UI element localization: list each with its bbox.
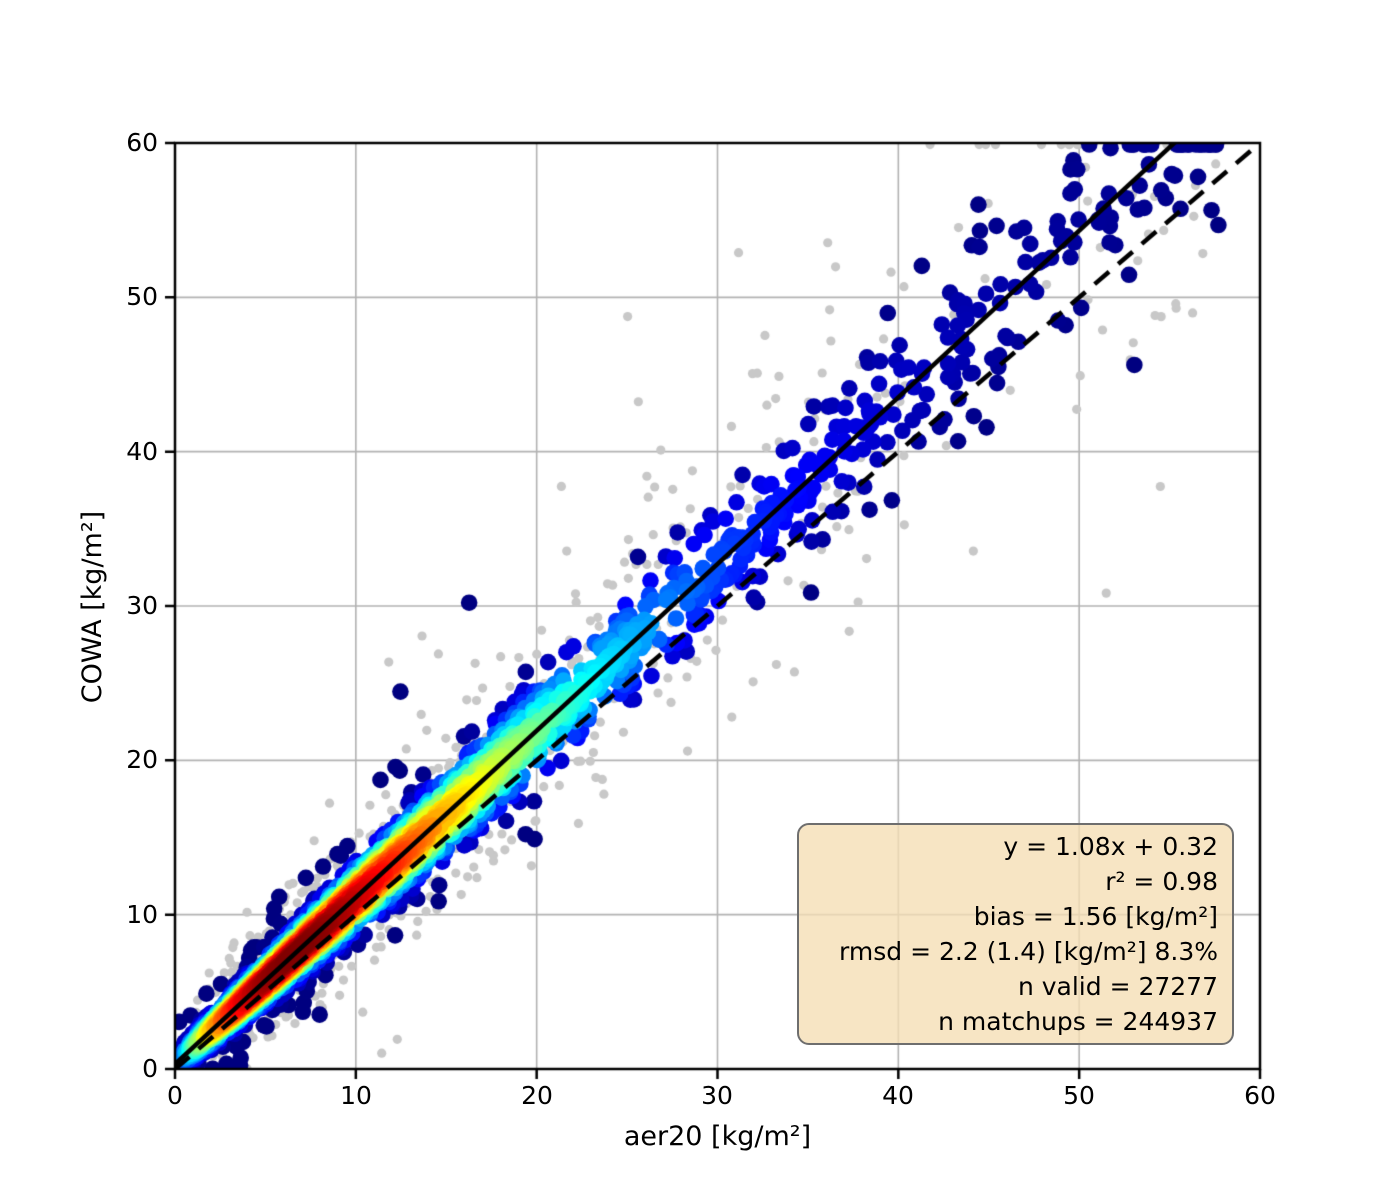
stats-line-rmsd: rmsd = 2.2 (1.4) [kg/m²] 8.3% — [839, 937, 1218, 966]
y-tick-label-30: 30 — [126, 591, 158, 620]
x-tick-label-50: 50 — [1063, 1081, 1095, 1110]
stats-line-equation: y = 1.08x + 0.32 — [1003, 832, 1218, 861]
x-tick-label-60: 60 — [1244, 1081, 1276, 1110]
y-tick-label-20: 20 — [126, 745, 158, 774]
y-tick-label-50: 50 — [126, 282, 158, 311]
x-tick-label-10: 10 — [340, 1081, 372, 1110]
stats-line-r2: r² = 0.98 — [1105, 867, 1218, 896]
y-tick-label-10: 10 — [126, 900, 158, 929]
x-axis-label: aer20 [kg/m²] — [623, 1121, 812, 1152]
stats-box: y = 1.08x + 0.32 r² = 0.98 bias = 1.56 [… — [797, 823, 1234, 1045]
stats-line-nmatchups: n matchups = 244937 — [938, 1007, 1218, 1036]
x-tick-label-30: 30 — [701, 1081, 733, 1110]
x-tick-label-40: 40 — [882, 1081, 914, 1110]
stats-line-nvalid: n valid = 27277 — [1017, 972, 1218, 1001]
x-tick-label-20: 20 — [521, 1081, 553, 1110]
y-axis-label: COWA [kg/m²] — [77, 510, 108, 704]
x-tick-label-0: 0 — [167, 1081, 183, 1110]
y-tick-label-0: 0 — [142, 1054, 158, 1083]
stats-line-bias: bias = 1.56 [kg/m²] — [973, 902, 1218, 931]
y-tick-label-60: 60 — [126, 128, 158, 157]
y-tick-label-40: 40 — [126, 437, 158, 466]
